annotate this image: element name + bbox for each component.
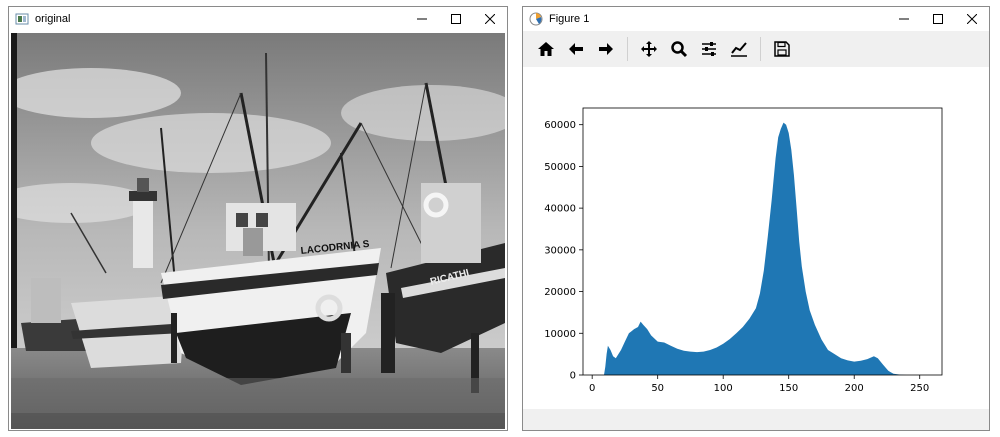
title-bar[interactable]: Figure 1 xyxy=(523,7,989,31)
minimize-icon xyxy=(899,18,909,20)
x-tick-label: 250 xyxy=(910,383,929,394)
toolbar-separator xyxy=(627,37,628,61)
matplotlib-icon xyxy=(529,12,543,26)
original-image-window: original xyxy=(8,6,508,431)
status-bar xyxy=(523,409,989,430)
close-button[interactable] xyxy=(473,7,507,31)
axes-frame xyxy=(582,107,943,376)
maximize-button[interactable] xyxy=(439,7,473,31)
y-tick-label: 40000 xyxy=(544,204,576,215)
pan-button[interactable] xyxy=(634,35,664,63)
back-button[interactable] xyxy=(561,35,591,63)
toolbar-separator xyxy=(760,37,761,61)
histogram-area xyxy=(592,122,927,375)
window-title: original xyxy=(35,13,71,25)
maximize-icon xyxy=(933,14,943,24)
title-bar[interactable]: original xyxy=(9,7,507,31)
configure-subplots-button[interactable] xyxy=(694,35,724,63)
y-tick-label: 50000 xyxy=(544,162,576,173)
zoom-button[interactable] xyxy=(664,35,694,63)
photo-drawing: LACODRNIA S RICATHI xyxy=(11,33,505,429)
forward-button[interactable] xyxy=(591,35,621,63)
x-tick-label: 0 xyxy=(589,383,595,394)
forward-arrow-icon xyxy=(599,43,613,55)
app-icon xyxy=(15,13,29,25)
zoom-icon xyxy=(671,41,688,58)
minimize-button[interactable] xyxy=(887,7,921,31)
x-tick-label: 150 xyxy=(779,383,798,394)
home-button[interactable] xyxy=(531,35,561,63)
home-icon xyxy=(538,42,554,56)
boats-photo: LACODRNIA S RICATHI xyxy=(11,33,505,429)
y-tick-label: 60000 xyxy=(544,120,576,131)
x-tick-label: 50 xyxy=(651,383,664,394)
histogram-chart: 0 50 100 150 200 250 0 10000 20000 30000 40000 5000… xyxy=(544,107,943,394)
navigation-toolbar xyxy=(523,31,989,67)
y-tick-label: 10000 xyxy=(544,329,576,340)
close-icon xyxy=(967,14,977,24)
x-tick-label: 200 xyxy=(845,383,864,394)
maximize-button[interactable] xyxy=(921,7,955,31)
y-tick-label: 0 xyxy=(570,371,576,382)
edit-axis-button[interactable] xyxy=(724,35,754,63)
figure-canvas[interactable]: 0 50 100 150 200 250 0 10000 20000 30000 40000 5000… xyxy=(523,67,989,410)
minimize-button[interactable] xyxy=(405,7,439,31)
y-tick-label: 20000 xyxy=(544,287,576,298)
pan-icon xyxy=(641,41,657,57)
y-tick-label: 30000 xyxy=(544,245,576,256)
close-button[interactable] xyxy=(955,7,989,31)
close-icon xyxy=(485,14,495,24)
figure-window: Figure 1 xyxy=(522,6,990,431)
edit-axis-icon xyxy=(731,42,747,57)
window-title: Figure 1 xyxy=(549,13,590,25)
maximize-icon xyxy=(451,14,461,24)
save-icon xyxy=(774,41,790,57)
configure-subplots-icon xyxy=(702,42,716,56)
back-arrow-icon xyxy=(569,43,583,55)
save-button[interactable] xyxy=(767,35,797,63)
minimize-icon xyxy=(417,18,427,20)
x-tick-label: 100 xyxy=(714,383,733,394)
